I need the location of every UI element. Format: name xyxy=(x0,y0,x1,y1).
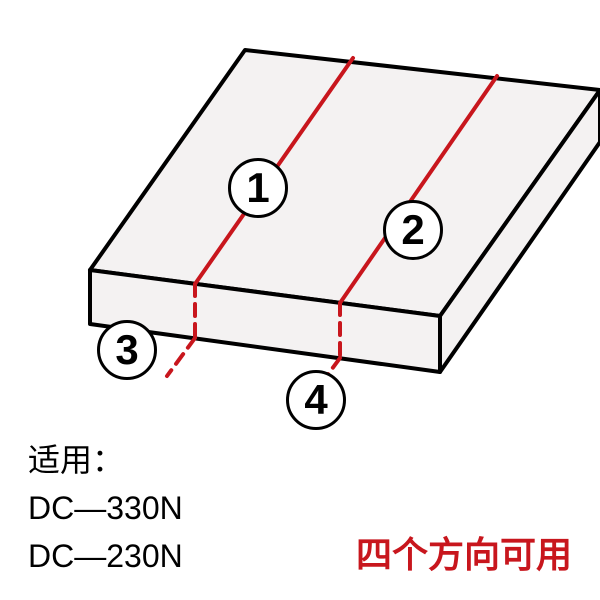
callout-1: 1 xyxy=(228,158,288,218)
model-dc230n: DC—230N xyxy=(28,534,183,579)
callout-1-label: 1 xyxy=(246,164,269,212)
model-dc330n: DC—330N xyxy=(28,486,183,531)
callout-3-label: 3 xyxy=(115,326,138,374)
heading-applicable: 适用： xyxy=(28,438,124,483)
callout-2: 2 xyxy=(383,200,443,260)
blade-diagram xyxy=(0,0,600,420)
callout-2-label: 2 xyxy=(401,206,424,254)
callout-4-label: 4 xyxy=(304,376,327,424)
callout-3: 3 xyxy=(97,320,157,380)
text-panel: 适用： DC—330N DC—230N 四个方向可用 xyxy=(0,420,600,600)
footer-four-directions: 四个方向可用 xyxy=(356,526,572,578)
